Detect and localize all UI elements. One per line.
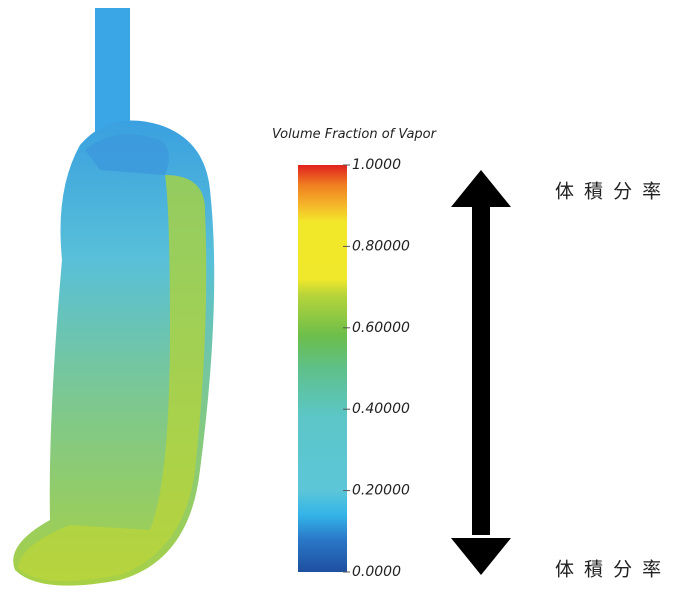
pipe bbox=[95, 8, 130, 138]
tick-label: 0.60000 bbox=[352, 320, 410, 336]
annotation: 体 積 分 率 bbox=[555, 181, 663, 203]
tick-label: 0.0000 bbox=[352, 564, 401, 580]
arrow-shaft bbox=[472, 205, 490, 535]
tick-label: 1.0000 bbox=[352, 157, 401, 173]
tick-label: 0.80000 bbox=[352, 238, 410, 254]
tick-label: 0.40000 bbox=[352, 401, 410, 417]
colorbar bbox=[298, 165, 347, 572]
double-arrow bbox=[451, 170, 511, 575]
figure: Volume Fraction of Vapor 体 積 分 率 体 積 分 率… bbox=[0, 0, 696, 592]
tick-label: 0.20000 bbox=[352, 483, 410, 499]
colorbar-title: Volume Fraction of Vapor bbox=[272, 127, 438, 142]
cfd-model bbox=[13, 8, 214, 586]
arrow-head bbox=[451, 170, 511, 207]
annotation: 体 積 分 率 bbox=[555, 559, 663, 581]
arrow-head bbox=[451, 538, 511, 575]
